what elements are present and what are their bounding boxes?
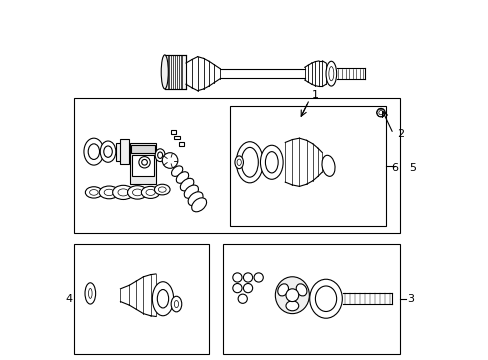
Bar (170, 130, 176, 134)
Bar (164, 55, 185, 89)
Ellipse shape (112, 185, 134, 199)
Ellipse shape (232, 283, 242, 293)
Ellipse shape (141, 186, 160, 198)
Ellipse shape (171, 166, 183, 176)
Ellipse shape (171, 296, 182, 312)
Ellipse shape (325, 61, 336, 86)
Bar (130, 143, 156, 184)
Text: 1: 1 (311, 90, 318, 100)
Bar (174, 136, 180, 139)
Ellipse shape (188, 192, 203, 206)
Ellipse shape (99, 186, 119, 199)
Bar (74, 244, 209, 354)
Bar (223, 244, 400, 354)
Ellipse shape (260, 145, 283, 179)
Bar (178, 142, 184, 145)
Text: 4: 4 (65, 294, 72, 304)
Text: 2: 2 (396, 129, 403, 139)
Ellipse shape (84, 138, 103, 165)
Ellipse shape (232, 273, 242, 282)
Ellipse shape (376, 108, 385, 117)
Ellipse shape (275, 277, 309, 314)
Ellipse shape (180, 178, 193, 191)
Ellipse shape (139, 157, 150, 168)
Ellipse shape (236, 142, 263, 183)
Ellipse shape (277, 284, 288, 296)
Ellipse shape (285, 289, 298, 302)
Ellipse shape (243, 283, 252, 293)
Ellipse shape (243, 273, 252, 282)
Bar (116, 143, 122, 161)
Ellipse shape (296, 284, 306, 296)
Text: 5: 5 (408, 163, 415, 172)
Text: 3: 3 (407, 294, 414, 304)
Bar (132, 155, 154, 176)
Text: 6: 6 (391, 163, 398, 172)
Ellipse shape (309, 279, 342, 318)
Ellipse shape (176, 172, 188, 183)
Ellipse shape (238, 294, 247, 303)
Ellipse shape (85, 187, 102, 198)
Bar (230, 105, 386, 226)
Ellipse shape (254, 273, 263, 282)
Ellipse shape (161, 55, 168, 89)
Bar (131, 145, 155, 153)
Ellipse shape (155, 149, 165, 162)
Ellipse shape (285, 301, 298, 311)
Ellipse shape (191, 198, 206, 212)
Ellipse shape (85, 283, 96, 304)
Bar (74, 99, 400, 233)
Ellipse shape (321, 155, 334, 176)
Ellipse shape (234, 156, 243, 168)
Ellipse shape (154, 184, 170, 195)
Ellipse shape (184, 185, 198, 198)
Ellipse shape (127, 186, 147, 199)
Ellipse shape (162, 153, 178, 168)
Ellipse shape (152, 282, 173, 316)
Ellipse shape (100, 141, 116, 162)
Bar (120, 139, 128, 164)
